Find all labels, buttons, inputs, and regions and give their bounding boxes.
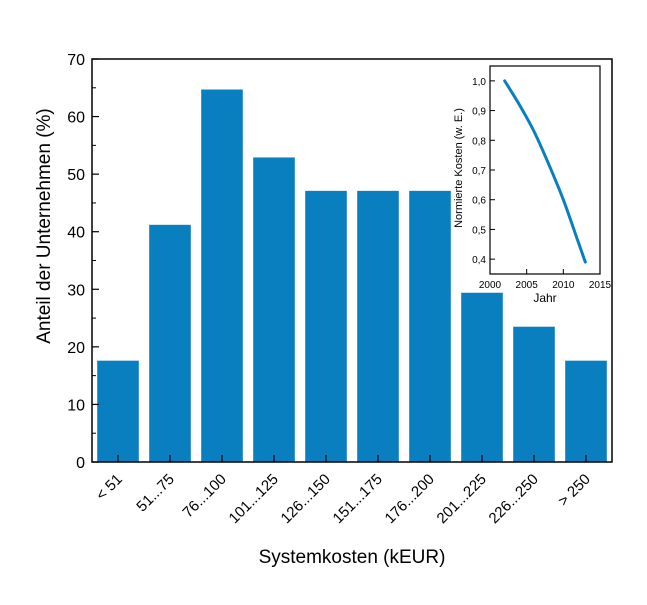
inset-y-tick-label: 0,8	[472, 136, 486, 147]
main-y-tick-label: 30	[67, 282, 85, 299]
main-x-tick-label: 101...125	[226, 471, 282, 527]
inset-x-axis-label: Jahr	[533, 291, 556, 305]
main-x-tick-label: 226...250	[486, 471, 542, 527]
bar-7	[461, 292, 503, 462]
inset-y-tick-label: 0,5	[472, 225, 486, 236]
bar-9	[565, 360, 607, 462]
main-y-tick-label: 40	[67, 225, 85, 242]
inset-x-tick-label: 2005	[516, 280, 539, 291]
main-y-tick-label: 20	[67, 340, 85, 357]
main-x-tick-label: 151...175	[330, 471, 386, 527]
bar-6	[409, 190, 451, 462]
inset-plot-frame	[489, 65, 601, 275]
inset-series-line	[503, 79, 587, 264]
main-x-tick-label: > 250	[555, 471, 594, 510]
inset-x-tick-label: 2015	[589, 280, 612, 291]
inset-y-ticks: 0,4 0,5 0,6 0,7 0,8 0,9 1,0	[472, 77, 495, 266]
main-y-axis-label: Anteil der Unternehmen (%)	[34, 108, 55, 344]
main-y-tick-label: 70	[67, 52, 85, 69]
bar-5	[357, 190, 399, 462]
inset-y-tick-label: 0,9	[472, 107, 486, 118]
main-x-tick-label: 126...150	[278, 471, 334, 527]
inset-y-tick-label: 0,7	[472, 166, 486, 177]
main-bars	[97, 89, 607, 462]
main-y-tick-label: 50	[67, 167, 85, 184]
main-y-tick-label: 10	[67, 397, 85, 414]
main-x-tick-label: 51...75	[133, 471, 177, 515]
inset-background	[490, 66, 600, 274]
main-x-axis-label: Systemkosten (kEUR)	[259, 547, 446, 568]
bar-8	[513, 326, 555, 462]
inset-x-tick-label: 2000	[479, 280, 502, 291]
main-x-tick-label: 76...100	[179, 471, 229, 521]
bar-3	[253, 157, 295, 462]
inset-y-tick-label: 0,4	[472, 255, 486, 266]
main-x-tick-label: < 51	[93, 471, 126, 504]
inset-y-tick-label: 1,0	[472, 77, 486, 88]
bar-4	[305, 190, 347, 462]
main-y-tick-label: 0	[76, 455, 85, 472]
main-y-ticks: 0 10 20 30 40 50 60 70	[67, 52, 99, 472]
inset-y-axis-label: Normierte Kosten (w. E.)	[453, 108, 465, 228]
inset-x-tick-label: 2010	[552, 280, 575, 291]
inset-line-chart: 0,4 0,5 0,6 0,7 0,8 0,9 1,0 2000 2005 2010 2015 N…	[453, 65, 612, 305]
bar-2	[201, 89, 243, 462]
main-x-ticks: < 51 51...75 76...100101...125126...150151…	[93, 455, 594, 527]
bar-1	[149, 224, 191, 462]
main-y-tick-label: 60	[67, 110, 85, 127]
inset-y-tick-label: 0,6	[472, 196, 486, 207]
main-x-tick-label: 201...225	[434, 471, 490, 527]
bar-0	[97, 360, 139, 462]
main-x-tick-label: 176...200	[382, 471, 438, 527]
